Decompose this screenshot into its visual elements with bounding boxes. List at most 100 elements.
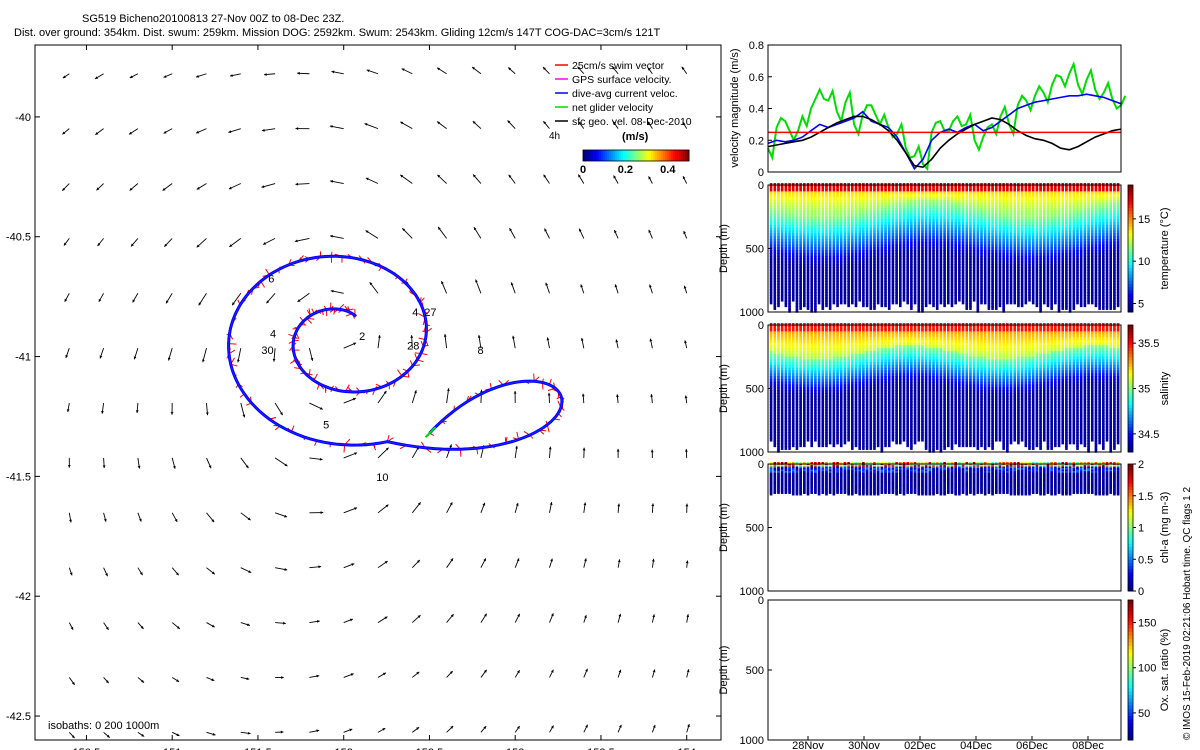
section-sample bbox=[854, 222, 858, 227]
section-sample bbox=[895, 202, 898, 207]
section-sample bbox=[769, 210, 773, 215]
section-sample bbox=[810, 294, 814, 299]
section-sample bbox=[828, 191, 832, 196]
map-xtick-label: 152.5 bbox=[416, 747, 444, 750]
section-sample bbox=[954, 199, 957, 204]
section-sample bbox=[928, 300, 932, 305]
current-arrowhead bbox=[507, 120, 511, 124]
section-sample bbox=[769, 224, 773, 229]
scale-label: 4h bbox=[549, 131, 560, 142]
section-sample bbox=[784, 266, 788, 271]
colorbar-cell bbox=[589, 150, 592, 161]
section-sample bbox=[935, 264, 939, 269]
section-sample bbox=[880, 289, 884, 294]
section-sample bbox=[858, 194, 861, 199]
section-sample bbox=[777, 233, 780, 238]
section-sample bbox=[924, 275, 928, 280]
section-sample bbox=[854, 258, 858, 263]
current-arrowhead bbox=[684, 449, 688, 452]
current-arrowhead bbox=[129, 131, 133, 135]
section-sample bbox=[791, 294, 795, 299]
current-arrowhead bbox=[681, 66, 685, 70]
section-sample bbox=[769, 205, 773, 210]
section-sample bbox=[777, 222, 780, 227]
section-sample bbox=[887, 196, 891, 201]
section-sample bbox=[821, 280, 825, 285]
section-sample bbox=[921, 264, 924, 269]
section-sample bbox=[913, 219, 917, 224]
section-sample bbox=[913, 244, 917, 249]
section-sample bbox=[769, 275, 773, 280]
section-sample bbox=[788, 191, 791, 196]
section-sample bbox=[946, 277, 950, 282]
section-sample bbox=[780, 233, 784, 238]
section-sample bbox=[847, 222, 850, 227]
section-sample bbox=[814, 185, 817, 190]
section-sample bbox=[858, 286, 861, 291]
section-sample bbox=[784, 210, 788, 215]
section-sample bbox=[946, 185, 950, 190]
current-arrowhead bbox=[369, 282, 373, 286]
section-sample bbox=[917, 289, 921, 294]
section-sample bbox=[851, 224, 854, 229]
section-sample bbox=[847, 291, 850, 296]
section-sample bbox=[847, 286, 850, 291]
current-arrowhead bbox=[164, 243, 168, 247]
section-sample bbox=[887, 222, 891, 227]
current-arrowhead bbox=[208, 465, 212, 469]
section-sample bbox=[884, 258, 887, 263]
section-sample bbox=[862, 224, 865, 229]
section-sample bbox=[950, 300, 954, 305]
section-sample bbox=[902, 213, 906, 218]
section-sample bbox=[821, 210, 825, 215]
section-sample bbox=[921, 261, 924, 266]
section-sample bbox=[806, 272, 810, 277]
section-sample bbox=[803, 291, 806, 296]
current-arrowhead bbox=[614, 230, 617, 234]
current-arrowhead bbox=[242, 414, 246, 418]
section-sample bbox=[887, 191, 891, 196]
section-sample bbox=[788, 289, 791, 294]
section-sample bbox=[917, 222, 921, 227]
section-sample bbox=[828, 216, 832, 221]
section-sample bbox=[869, 241, 873, 246]
section-sample bbox=[865, 252, 869, 257]
section-sample bbox=[795, 205, 799, 210]
section-sample bbox=[928, 280, 932, 285]
section-sample bbox=[836, 185, 839, 190]
section-sample bbox=[924, 277, 928, 282]
section-sample bbox=[899, 277, 902, 282]
section-sample bbox=[773, 277, 777, 282]
section-sample bbox=[913, 283, 917, 288]
section-sample bbox=[873, 196, 876, 201]
section-sample bbox=[832, 194, 836, 199]
section-sample bbox=[799, 297, 802, 302]
section-sample bbox=[910, 275, 913, 280]
section-sample bbox=[769, 196, 773, 201]
section-sample bbox=[932, 283, 935, 288]
current-arrowhead bbox=[450, 614, 454, 618]
section-sample bbox=[906, 255, 909, 260]
section-sample bbox=[810, 224, 814, 229]
section-sample bbox=[913, 210, 917, 215]
section-sample bbox=[858, 219, 861, 224]
section-sample bbox=[814, 305, 817, 310]
section-sample bbox=[777, 202, 780, 207]
section-sample bbox=[810, 196, 814, 201]
section-sample bbox=[895, 294, 898, 299]
section-sample bbox=[862, 280, 865, 285]
section-sample bbox=[924, 269, 928, 274]
section-sample bbox=[950, 294, 954, 299]
current-arrowhead bbox=[682, 121, 686, 125]
section-sample bbox=[862, 222, 865, 227]
section-sample bbox=[851, 222, 854, 227]
section-sample bbox=[788, 227, 791, 232]
section-sample bbox=[839, 252, 843, 257]
section-sample bbox=[910, 208, 913, 213]
section-sample bbox=[987, 305, 991, 310]
section-sample bbox=[795, 269, 799, 274]
section-sample bbox=[854, 241, 858, 246]
section-sample bbox=[836, 233, 839, 238]
section-sample bbox=[887, 216, 891, 221]
